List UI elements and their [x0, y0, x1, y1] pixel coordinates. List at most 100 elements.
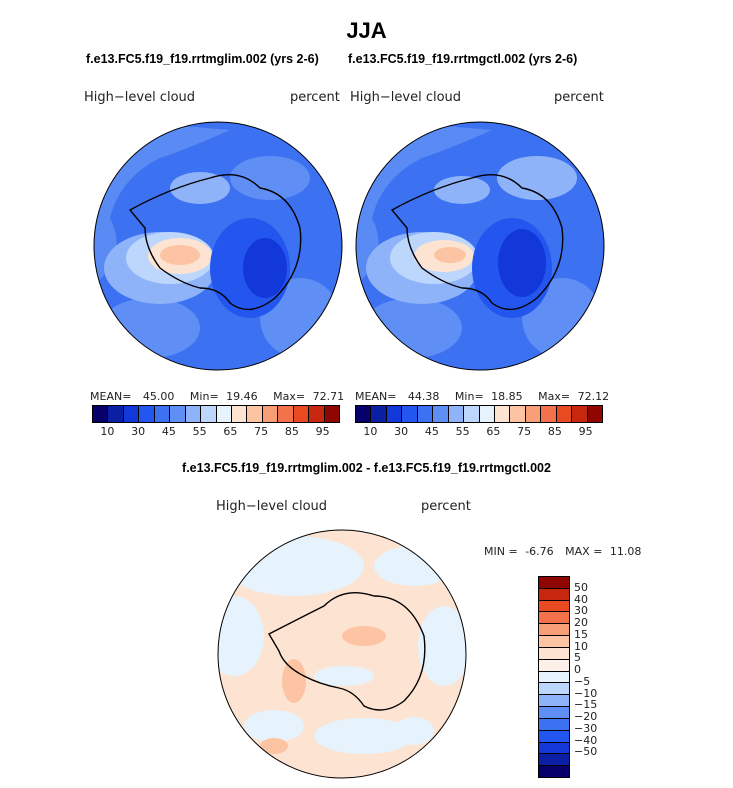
- diff-colorbar-tick-label: −50: [574, 745, 598, 759]
- left-colorbar-ticks: 10 30 45 55 65 75 85 95: [92, 425, 340, 439]
- right-colorbar-swatch-15: [587, 406, 602, 422]
- left-colorbar-swatch-7: [201, 406, 217, 422]
- diff-colorbar-swatch-12: [539, 718, 569, 731]
- difference-colorbar: [538, 576, 570, 778]
- left-variable-label: High−level cloud: [84, 90, 196, 105]
- diff-colorbar-tick-label: −15: [574, 698, 598, 712]
- diff-colorbar-tick-label: 10: [574, 639, 588, 653]
- diff-colorbar-tick-label: −5: [574, 674, 591, 688]
- difference-colorbar-ticks: 50 40 30 20 15 10 5 0 −5 −10 −15 −20 −30 −40 −50: [574, 576, 614, 776]
- diff-colorbar-swatch-14: [539, 742, 569, 755]
- right-colorbar: [355, 405, 603, 423]
- difference-polar-map: [217, 529, 467, 779]
- left-colorbar-swatch-13: [293, 406, 310, 422]
- right-variable-label: High−level cloud: [350, 90, 462, 105]
- left-case-title: f.e13.FC5.f19_f19.rrtmglim.002 (yrs 2-6): [86, 52, 319, 66]
- right-colorbar-swatch-8: [479, 406, 495, 422]
- left-colorbar-swatch-6: [185, 406, 202, 422]
- diff-colorbar-swatch-3: [539, 612, 569, 625]
- right-max-value: 72.12: [577, 390, 610, 403]
- diff-colorbar-tick-label: 5: [574, 651, 581, 665]
- right-colorbar-tick-label: 10: [363, 425, 378, 438]
- diff-colorbar-tick-label: 0: [574, 663, 581, 677]
- right-colorbar-swatch-0: [356, 406, 372, 422]
- right-colorbar-tick-label: 45: [424, 425, 439, 438]
- left-colorbar: [92, 405, 340, 423]
- right-colorbar-tick-label: 95: [578, 425, 593, 438]
- left-colorbar-swatch-0: [93, 406, 109, 422]
- diff-colorbar-swatch-16: [539, 766, 569, 778]
- left-units-label: percent: [290, 90, 340, 105]
- left-colorbar-tick-label: 45: [161, 425, 176, 438]
- left-min-value: 19.46: [226, 390, 258, 403]
- diff-colorbar-tick-label: 15: [574, 627, 588, 641]
- diff-colorbar-tick-label: 30: [574, 604, 588, 618]
- right-colorbar-swatch-11: [525, 406, 542, 422]
- left-colorbar-tick-label: 30: [131, 425, 146, 438]
- diff-colorbar-swatch-15: [539, 754, 569, 767]
- diff-max-label: MAX =: [565, 545, 603, 558]
- right-colorbar-swatch-7: [464, 406, 480, 422]
- right-mean-label: MEAN=: [355, 390, 397, 403]
- right-colorbar-swatch-9: [494, 406, 511, 422]
- right-colorbar-swatch-4: [417, 406, 434, 422]
- right-max-label: Max=: [538, 390, 571, 403]
- right-polar-map: [355, 121, 605, 371]
- diff-colorbar-swatch-0: [539, 577, 569, 589]
- right-colorbar-swatch-1: [371, 406, 387, 422]
- diff-colorbar-tick-label: 20: [574, 616, 588, 630]
- left-colorbar-tick-label: 75: [254, 425, 269, 438]
- left-max-label: Max=: [273, 390, 306, 403]
- right-colorbar-tick-label: 85: [547, 425, 562, 438]
- diff-colorbar-swatch-9: [539, 683, 569, 696]
- diff-colorbar-swatch-4: [539, 624, 569, 637]
- diff-colorbar-tick-label: 40: [574, 592, 588, 606]
- left-colorbar-tick-label: 55: [192, 425, 207, 438]
- diff-colorbar-tick-label: −30: [574, 721, 598, 735]
- left-polar-map: [93, 121, 343, 371]
- left-colorbar-swatch-15: [324, 406, 339, 422]
- right-units-label: percent: [554, 90, 604, 105]
- left-colorbar-swatch-3: [139, 406, 155, 422]
- diff-colorbar-swatch-8: [539, 671, 569, 684]
- diff-colorbar-swatch-1: [539, 588, 569, 601]
- right-min-label: Min=: [454, 390, 484, 403]
- left-colorbar-swatch-2: [123, 406, 140, 422]
- left-colorbar-swatch-1: [108, 406, 124, 422]
- diff-colorbar-swatch-5: [539, 636, 569, 648]
- left-colorbar-swatch-8: [216, 406, 232, 422]
- left-colorbar-tick-label: 10: [100, 425, 115, 438]
- diff-colorbar-swatch-2: [539, 600, 569, 613]
- diff-variable-label: High−level cloud: [216, 499, 328, 514]
- right-colorbar-tick-label: 30: [394, 425, 409, 438]
- right-colorbar-tick-label: 75: [517, 425, 532, 438]
- diff-colorbar-swatch-7: [539, 659, 569, 672]
- diff-colorbar-tick-label: 50: [574, 580, 588, 594]
- right-colorbar-swatch-3: [402, 406, 418, 422]
- left-mean-label: MEAN=: [90, 390, 132, 403]
- left-colorbar-swatch-11: [262, 406, 279, 422]
- diff-colorbar-swatch-13: [539, 730, 569, 743]
- right-colorbar-swatch-5: [433, 406, 449, 422]
- diff-colorbar-swatch-6: [539, 647, 569, 660]
- diff-colorbar-tick-label: −40: [574, 733, 598, 747]
- diff-colorbar-swatch-11: [539, 707, 569, 719]
- left-colorbar-swatch-5: [170, 406, 186, 422]
- diff-colorbar-swatch-10: [539, 695, 569, 708]
- left-min-label: Min=: [189, 390, 219, 403]
- diff-units-label: percent: [421, 499, 471, 514]
- right-colorbar-swatch-12: [541, 406, 557, 422]
- left-colorbar-tick-label: 65: [223, 425, 238, 438]
- figure-title: JJA: [346, 18, 387, 43]
- right-colorbar-tick-label: 55: [455, 425, 470, 438]
- diff-min-value: -6.76: [525, 545, 554, 558]
- right-colorbar-tick-label: 65: [486, 425, 501, 438]
- right-colorbar-swatch-13: [556, 406, 573, 422]
- left-colorbar-swatch-10: [247, 406, 263, 422]
- left-mean-value: 45.00: [142, 390, 175, 403]
- right-case-title: f.e13.FC5.f19_f19.rrtmgctl.002 (yrs 2-6): [348, 52, 578, 66]
- left-colorbar-tick-label: 95: [315, 425, 330, 438]
- right-colorbar-ticks: 10 30 45 55 65 75 85 95: [355, 425, 603, 439]
- diff-colorbar-tick-label: −20: [574, 710, 598, 724]
- diff-colorbar-tick-label: −10: [574, 686, 598, 700]
